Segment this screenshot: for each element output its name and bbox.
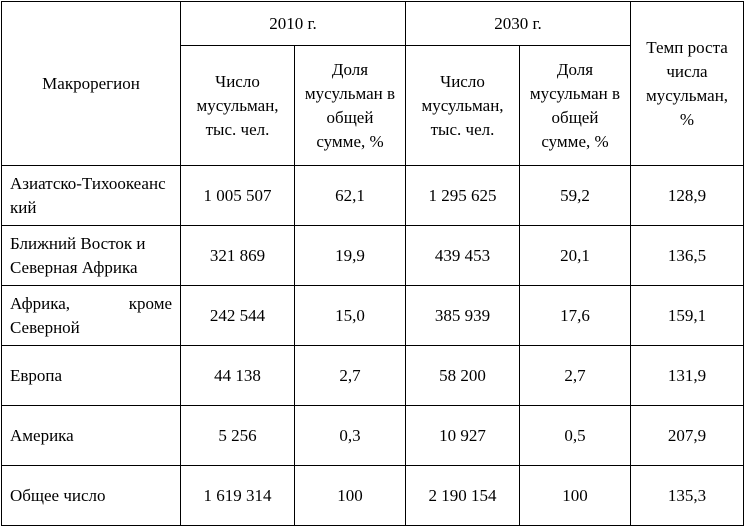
header-share-2030: Доля мусульман в общей сумме, % (519, 45, 631, 166)
share-2010-cell: 100 (294, 465, 406, 526)
growth-cell: 159,1 (630, 285, 744, 346)
count-2030-cell: 10 927 (405, 405, 520, 466)
table-row: Общее число 1 619 314 100 2 190 154 100 … (1, 465, 744, 526)
header-count-2010: Число мусульман, тыс. чел. (180, 45, 295, 166)
region-africa-line1: Африка, кроме (10, 293, 172, 313)
count-2010-cell: 1 005 507 (180, 165, 295, 226)
header-count-2030: Число мусульман, тыс. чел. (405, 45, 520, 166)
count-2010-cell: 242 544 (180, 285, 295, 346)
share-2030-cell: 2,7 (519, 345, 631, 406)
share-2010-cell: 19,9 (294, 225, 406, 286)
growth-cell: 131,9 (630, 345, 744, 406)
header-year-2030: 2030 г. (405, 1, 631, 46)
table-row: Америка 5 256 0,3 10 927 0,5 207,9 (1, 405, 744, 466)
share-2030-cell: 59,2 (519, 165, 631, 226)
header-row-1: Макрорегион 2010 г. 2030 г. Темп роста ч… (1, 1, 744, 166)
region-africa: Африка, кроме Северной (1, 285, 181, 346)
growth-cell: 136,5 (630, 225, 744, 286)
header-share-2010: Доля мусульман в общей сумме, % (294, 45, 406, 166)
count-2010-cell: 5 256 (180, 405, 295, 466)
region-africa-line2: Северной (10, 317, 80, 337)
share-2010-cell: 2,7 (294, 345, 406, 406)
count-2010-cell: 1 619 314 (180, 465, 295, 526)
table-row: Европа 44 138 2,7 58 200 2,7 131,9 (1, 345, 744, 406)
count-2030-cell: 439 453 (405, 225, 520, 286)
region-total: Общее число (1, 465, 181, 526)
header-year-2010: 2010 г. (180, 1, 406, 46)
count-2030-cell: 385 939 (405, 285, 520, 346)
region-america: Америка (1, 405, 181, 466)
count-2030-cell: 1 295 625 (405, 165, 520, 226)
table-row: Африка, кроме Северной 242 544 15,0 385 … (1, 285, 744, 346)
growth-cell: 128,9 (630, 165, 744, 226)
region-europe: Европа (1, 345, 181, 406)
count-2010-cell: 321 869 (180, 225, 295, 286)
header-growth: Темп роста числа мусульман, % (630, 1, 744, 166)
share-2030-cell: 0,5 (519, 405, 631, 466)
count-2010-cell: 44 138 (180, 345, 295, 406)
share-2030-cell: 20,1 (519, 225, 631, 286)
share-2010-cell: 62,1 (294, 165, 406, 226)
share-2010-cell: 15,0 (294, 285, 406, 346)
table-row: Ближний Восток и Северная Африка 321 869… (1, 225, 744, 286)
count-2030-cell: 2 190 154 (405, 465, 520, 526)
growth-cell: 207,9 (630, 405, 744, 466)
share-2010-cell: 0,3 (294, 405, 406, 466)
header-row-2: Число мусульман, тыс. чел. Доля мусульма… (2, 45, 744, 166)
share-2030-cell: 17,6 (519, 285, 631, 346)
region-middle-east: Ближний Восток и Северная Африка (1, 225, 181, 286)
growth-cell: 135,3 (630, 465, 744, 526)
region-asia-pacific: Азиатско-Тихоокеанский (1, 165, 181, 226)
header-region: Макрорегион (1, 1, 181, 166)
count-2030-cell: 58 200 (405, 345, 520, 406)
table-row: Азиатско-Тихоокеанский 1 005 507 62,1 1 … (1, 165, 744, 226)
share-2030-cell: 100 (519, 465, 631, 526)
